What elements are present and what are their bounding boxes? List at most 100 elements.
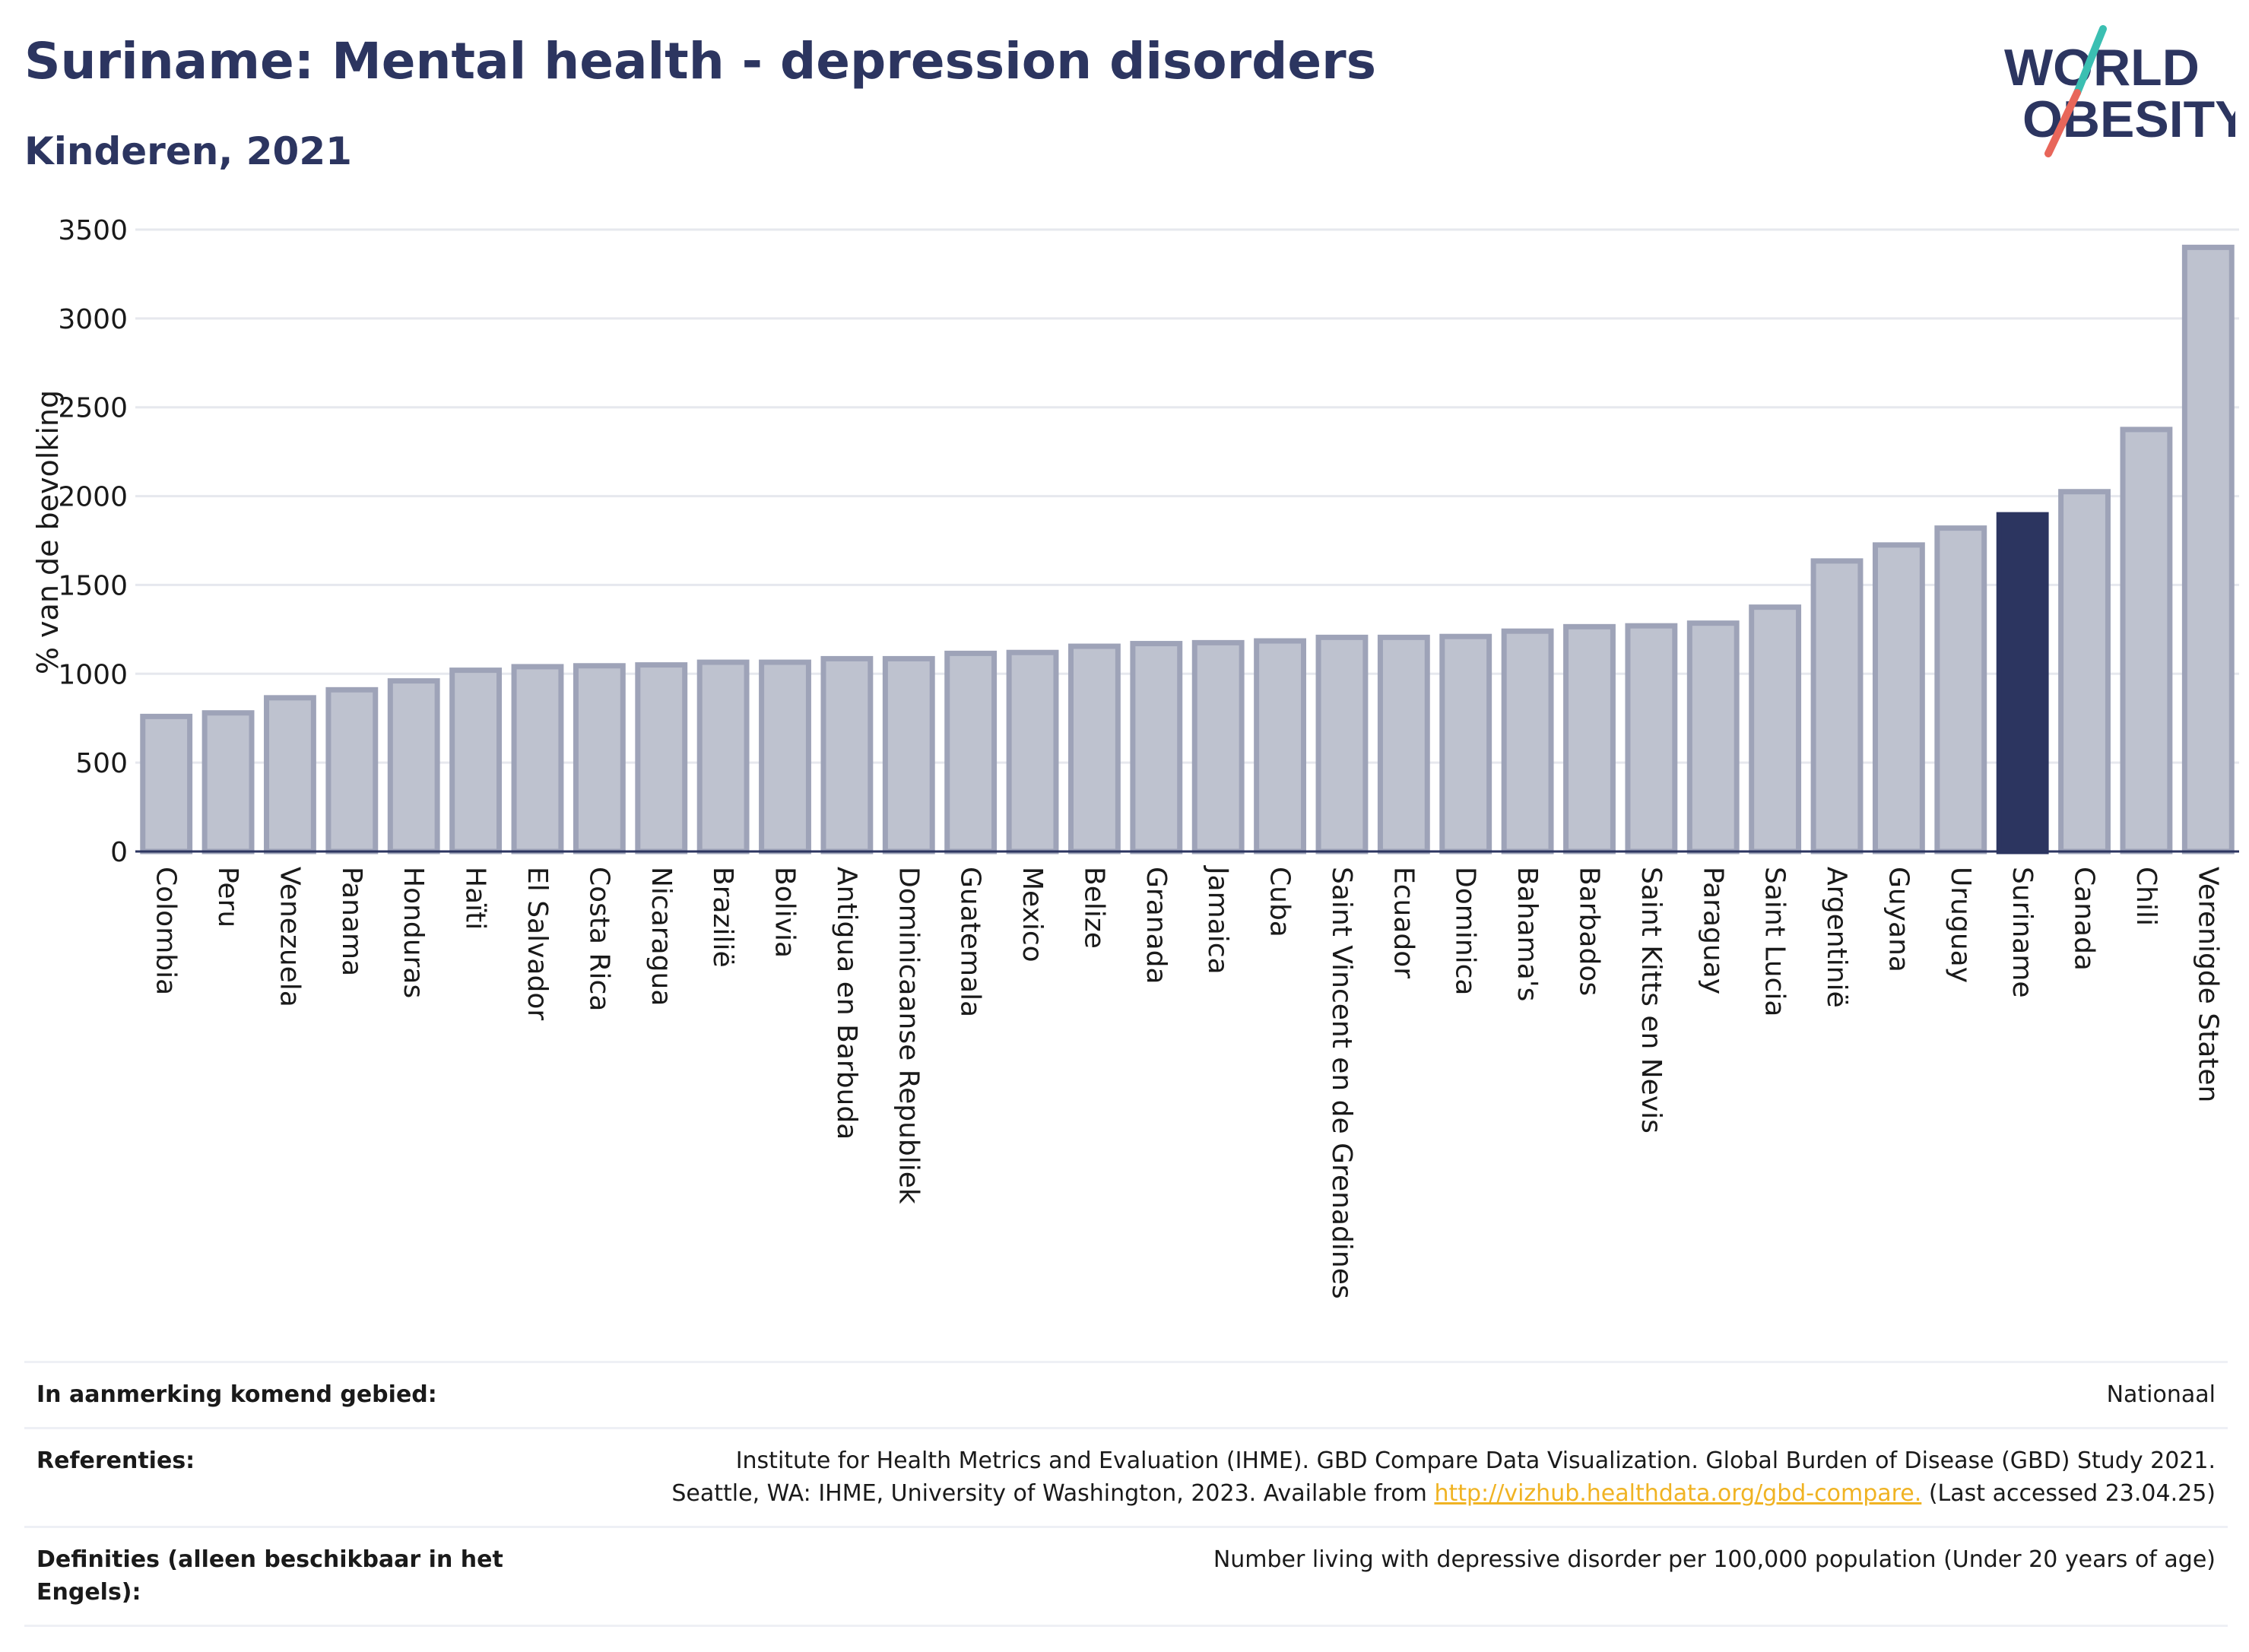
logo-line1: WORLD [2004, 39, 2200, 97]
bar-peru [201, 710, 255, 855]
meta-row-definitions: Definities (alleen beschikbaar in het En… [24, 1525, 2228, 1627]
y-tick-label: 2000 [58, 482, 128, 513]
x-tick-label: Saint Vincent en de Grenadines [1326, 867, 1357, 1299]
x-tick-label: Costa Rica [583, 867, 614, 1011]
bar-costa-rica [573, 663, 626, 855]
x-tick-label: Dominica [1450, 867, 1481, 996]
bar-paraguay [1686, 620, 1740, 855]
x-tick-label: Granada [1140, 867, 1172, 985]
x-tick-label: Honduras [398, 867, 429, 998]
logo-slash-coral [2044, 89, 2081, 157]
meta-value-definitions: Number living with depressive disorder p… [520, 1525, 2228, 1627]
x-tick-label: Bahama's [1511, 867, 1543, 1001]
x-tick-label: Mexico [1017, 867, 1048, 962]
x-tick-label: Saint Kitts en Nevis [1635, 867, 1667, 1134]
bar-granada [1130, 641, 1183, 855]
x-tick-label: Haïti [460, 867, 491, 930]
meta-label-area: In aanmerking komend gebied: [24, 1361, 520, 1428]
x-tick-label: Guatemala [955, 867, 986, 1017]
bar-argentini- [1810, 558, 1864, 855]
x-tick-label: Uruguay [1945, 867, 1976, 983]
bar-saint-kitts-en-nevis [1625, 623, 1678, 855]
y-tick-label: 2500 [58, 393, 128, 424]
bar-dominica [1439, 633, 1492, 855]
x-tick-label: Guyana [1883, 867, 1914, 972]
page-subtitle: Kinderen, 2021 [24, 129, 352, 173]
bar-antigua-en-barbuda [820, 655, 874, 855]
x-tick-label: Venezuela [274, 867, 305, 1007]
bar-guyana [1872, 542, 1925, 855]
bar-chili [2120, 426, 2173, 855]
meta-label-definitions: Definities (alleen beschikbaar in het En… [24, 1525, 520, 1627]
x-tick-label: Saint Lucia [1759, 867, 1791, 1016]
reference-line1: Institute for Health Metrics and Evaluat… [735, 1447, 2216, 1474]
x-tick-label: Nicaragua [646, 867, 677, 1006]
reference-line2-end: (Last accessed 23.04.25) [1921, 1480, 2216, 1507]
bar-bahama-s [1501, 628, 1554, 855]
bar-guatemala [944, 650, 998, 855]
bar-ha-ti [449, 667, 503, 855]
bar-verenigde-staten [2181, 244, 2235, 855]
y-tick-label: 0 [110, 837, 128, 868]
y-tick-label: 3500 [58, 215, 128, 246]
y-axis-label: % van de bevolking [31, 390, 65, 674]
bar-venezuela [264, 695, 316, 855]
y-tick-label: 500 [75, 748, 128, 779]
bar-barbados [1563, 623, 1616, 855]
bar-mexico [1006, 649, 1059, 855]
reference-link[interactable]: http://vizhub.healthdata.org/gbd-compare… [1434, 1480, 1922, 1507]
bar-cuba [1254, 638, 1306, 855]
bar-el-salvador [511, 664, 564, 855]
meta-row-area: In aanmerking komend gebied: Nationaal [24, 1361, 2228, 1428]
meta-row-references: Referenties: Institute for Health Metric… [24, 1426, 2228, 1527]
x-tick-label: Chili [2130, 867, 2162, 926]
x-tick-label: Panama [336, 867, 367, 976]
bar-saint-vincent-en-de-grenadines [1315, 634, 1369, 855]
bar-panama [325, 686, 379, 855]
x-tick-label: Canada [2069, 867, 2100, 971]
bar-saint-lucia [1749, 604, 1802, 855]
bar-dominicaanse-republiek [882, 655, 935, 855]
x-tick-label: Antigua en Barbuda [831, 867, 862, 1140]
bar-chart: 0 500 1000 1500 2000 2500 3000 3500 Colombia Per… [31, 215, 2239, 1299]
logo-slash-teal [2073, 25, 2107, 97]
x-tick-label: Belize [1078, 867, 1109, 949]
bars [140, 244, 2235, 855]
x-tick-label: Barbados [1573, 867, 1604, 996]
x-tick-labels: Colombia Peru Venezuela Panama Honduras Haïti… [151, 865, 2224, 1299]
world-obesity-logo: WORLD OBESITY [2004, 25, 2235, 157]
x-tick-label: Colombia [151, 867, 182, 995]
bar-colombia [140, 713, 193, 855]
x-tick-label: Bolivia [769, 867, 801, 958]
bar-canada [2058, 489, 2111, 855]
meta-label-references: Referenties: [24, 1426, 520, 1527]
x-tick-label: Dominicaanse Republiek [893, 867, 924, 1204]
x-tick-label: Argentinië [1821, 867, 1852, 1008]
x-tick-label: Peru [212, 867, 243, 927]
bar-suriname [1996, 512, 2049, 855]
y-tick-label: 1500 [58, 570, 128, 601]
page-title: Suriname: Mental health - depression dis… [24, 32, 1376, 90]
bar-bolivia [759, 659, 811, 855]
bar-nicaragua [635, 662, 688, 855]
meta-value-area: Nationaal [520, 1361, 2228, 1428]
y-tick-label: 1000 [58, 659, 128, 690]
bar-honduras [387, 678, 440, 855]
bar-belize [1068, 643, 1121, 855]
x-tick-label: Jamaica [1202, 865, 1233, 975]
metadata-table: In aanmerking komend gebied: Nationaal R… [24, 1361, 2228, 1627]
x-tick-label: Ecuador [1388, 867, 1419, 978]
x-tick-label: El Salvador [522, 867, 553, 1020]
reference-line2-start: Seattle, WA: IHME, University of Washing… [671, 1480, 1435, 1507]
x-tick-label: Brazilië [707, 867, 738, 968]
bar-uruguay [1934, 525, 1987, 855]
y-tick-labels: 0 500 1000 1500 2000 2500 3000 3500 [58, 215, 128, 868]
x-tick-label: Suriname [2006, 867, 2038, 998]
bar-ecuador [1377, 634, 1430, 855]
x-tick-label: Paraguay [1697, 867, 1728, 994]
y-tick-label: 3000 [58, 304, 128, 335]
bar-jamaica [1191, 639, 1245, 855]
meta-value-references: Institute for Health Metrics and Evaluat… [520, 1426, 2228, 1527]
x-tick-label: Verenigde Staten [2192, 867, 2223, 1102]
x-tick-label: Cuba [1264, 867, 1296, 937]
